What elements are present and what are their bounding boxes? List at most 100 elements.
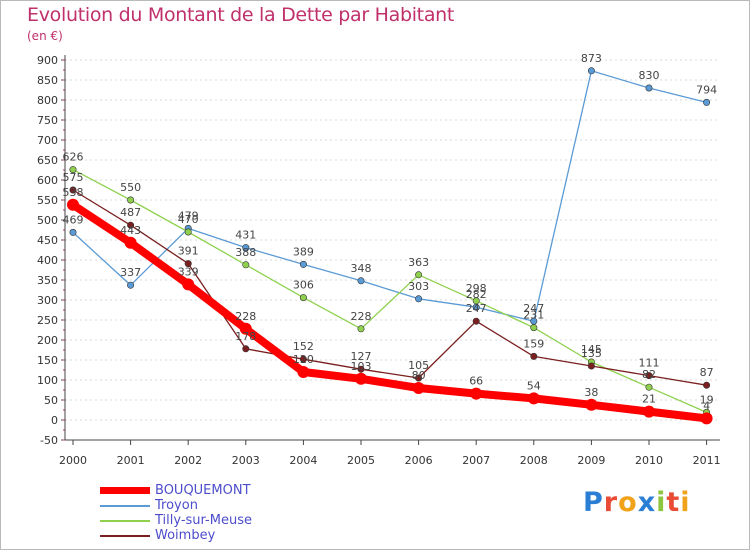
data-point-woimbey <box>472 317 480 325</box>
proxiti-logo: Proxiti <box>583 487 691 518</box>
logo-letter: P <box>583 487 604 518</box>
data-point-bouquemont <box>297 366 310 378</box>
y-tick-label: 0 <box>51 414 58 427</box>
data-label-bouquemont: 443 <box>120 224 141 237</box>
data-label-tilly-sur-meuse: 82 <box>642 368 656 381</box>
logo-letter: o <box>618 487 638 518</box>
legend-swatch <box>100 535 150 537</box>
series-line-bouquemont <box>69 200 711 423</box>
y-tick-label: 550 <box>37 194 58 207</box>
data-point-bouquemont <box>527 392 540 405</box>
data-label-bouquemont: 339 <box>178 265 199 278</box>
y-tick-label: 500 <box>37 214 58 227</box>
data-point-troyon <box>299 260 307 268</box>
data-label-troyon: 479 <box>178 209 199 222</box>
data-label-tilly-sur-meuse: 388 <box>235 246 256 259</box>
data-label-woimbey: 111 <box>639 357 660 370</box>
data-point-bouquemont <box>585 398 598 411</box>
data-label-bouquemont: 66 <box>469 375 483 388</box>
x-tick-label: 2009 <box>577 454 605 467</box>
data-point-troyon <box>357 277 365 285</box>
data-point-troyon <box>242 244 250 252</box>
data-label-woimbey: 391 <box>178 245 199 258</box>
data-point-tilly-sur-meuse <box>645 383 653 391</box>
data-label-tilly-sur-meuse: 626 <box>63 151 84 164</box>
data-point-woimbey <box>127 221 135 229</box>
x-tick-label: 2007 <box>462 454 490 467</box>
data-label-troyon: 247 <box>523 302 544 315</box>
data-point-woimbey <box>703 381 711 389</box>
legend-label: Troyon <box>155 498 198 513</box>
y-tick-label: 600 <box>37 174 58 187</box>
data-label-bouquemont: 38 <box>584 386 598 399</box>
data-point-tilly-sur-meuse <box>242 261 250 269</box>
data-label-woimbey: 487 <box>120 206 141 219</box>
data-point-troyon <box>703 98 711 106</box>
legend-swatch <box>100 520 150 522</box>
data-label-woimbey: 152 <box>293 340 314 353</box>
y-tick-label: 650 <box>37 154 58 167</box>
y-tick-label: 900 <box>37 54 58 67</box>
data-label-tilly-sur-meuse: 306 <box>293 279 314 292</box>
legend-label: Tilly-sur-Meuse <box>155 513 252 528</box>
data-point-woimbey <box>299 355 307 363</box>
data-point-bouquemont <box>67 198 79 211</box>
data-point-tilly-sur-meuse <box>472 297 480 305</box>
data-label-troyon: 873 <box>581 52 602 65</box>
y-tick-label: 200 <box>37 334 58 347</box>
data-point-woimbey <box>530 352 538 360</box>
data-point-tilly-sur-meuse <box>184 228 192 236</box>
data-label-tilly-sur-meuse: 231 <box>523 309 544 322</box>
data-point-bouquemont <box>700 412 713 425</box>
x-tick-label: 2008 <box>520 454 548 467</box>
data-label-woimbey: 178 <box>235 330 256 343</box>
data-label-woimbey: 87 <box>700 366 714 379</box>
legend-swatch <box>100 487 150 494</box>
x-tick-label: 2004 <box>289 454 317 467</box>
y-tick-label: 850 <box>37 74 58 87</box>
x-tick-label: 2010 <box>635 454 663 467</box>
data-label-troyon: 830 <box>639 69 660 82</box>
y-tick-label: 450 <box>37 234 58 247</box>
data-label-tilly-sur-meuse: 228 <box>351 310 372 323</box>
logo-letter: i <box>656 487 667 518</box>
x-tick-label: 2001 <box>117 454 145 467</box>
y-tick-label: 250 <box>37 314 58 327</box>
x-tick-label: 2005 <box>347 454 375 467</box>
data-label-woimbey: 135 <box>581 347 602 360</box>
y-tick-label: 100 <box>37 374 58 387</box>
data-point-tilly-sur-meuse <box>530 324 538 332</box>
chart-title: Evolution du Montant de la Dette par Hab… <box>27 4 455 26</box>
legend-label: BOUQUEMONT <box>155 483 251 498</box>
logo-letter: x <box>637 487 657 518</box>
data-point-bouquemont <box>643 405 655 418</box>
y-tick-label: 750 <box>37 114 58 127</box>
series-line-woimbey <box>72 189 708 386</box>
data-label-bouquemont: 228 <box>235 310 256 323</box>
data-point-tilly-sur-meuse <box>299 294 307 302</box>
x-tick-label: 2003 <box>232 454 260 467</box>
data-point-troyon <box>645 84 653 92</box>
data-point-woimbey <box>242 345 250 353</box>
x-tick-label: 2000 <box>59 454 87 467</box>
y-tick-label: 350 <box>37 274 58 287</box>
legend-swatch <box>100 505 150 507</box>
data-point-bouquemont <box>124 236 137 249</box>
data-label-woimbey: 105 <box>408 359 429 372</box>
data-label-tilly-sur-meuse: 298 <box>466 282 487 295</box>
data-point-tilly-sur-meuse <box>69 166 77 174</box>
data-point-woimbey <box>587 362 595 370</box>
data-label-troyon: 431 <box>235 229 256 242</box>
data-label-tilly-sur-meuse: 19 <box>700 393 714 406</box>
data-label-bouquemont: 103 <box>351 360 372 373</box>
data-point-troyon <box>127 281 135 289</box>
data-label-tilly-sur-meuse: 363 <box>408 256 429 269</box>
data-point-tilly-sur-meuse <box>357 325 365 333</box>
logo-letter: t <box>666 487 681 518</box>
y-tick-label: -50 <box>40 434 58 447</box>
data-label-bouquemont: 80 <box>412 369 426 382</box>
data-point-tilly-sur-meuse <box>127 196 135 204</box>
data-label-bouquemont: 538 <box>63 186 84 199</box>
